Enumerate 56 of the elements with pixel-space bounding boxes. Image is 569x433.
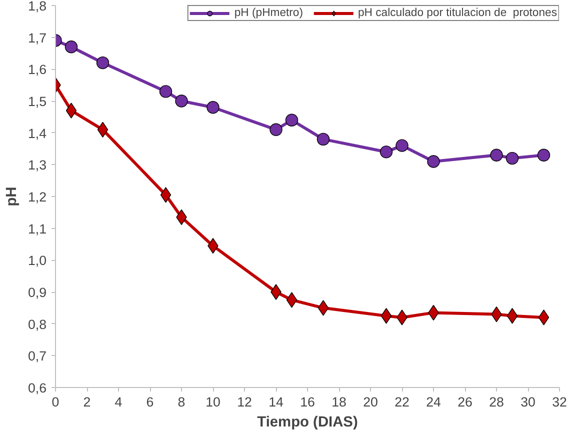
point xyxy=(270,123,282,136)
point xyxy=(175,94,188,108)
x-tick-label: 8 xyxy=(178,394,186,410)
x-tick-label: 32 xyxy=(552,394,567,410)
y-tick-label: 1,2 xyxy=(28,190,47,204)
y-tick-label: 1,8 xyxy=(28,0,47,14)
x-tick-label: 0 xyxy=(52,394,60,410)
point xyxy=(97,122,108,138)
x-tick-label: 22 xyxy=(394,394,410,410)
x-tick-label: 18 xyxy=(332,394,346,410)
point xyxy=(286,292,298,308)
point xyxy=(285,114,298,126)
y-tick-label: 1,7 xyxy=(28,30,47,46)
x-tick-label: 30 xyxy=(520,394,536,410)
point xyxy=(159,85,172,98)
x-tick-label: 20 xyxy=(363,394,378,410)
y-tick-label: 0,8 xyxy=(28,316,47,332)
legend-label: pH (pHmetro) xyxy=(234,7,303,19)
y-tick-label: 1,0 xyxy=(28,253,47,268)
x-tick-label: 26 xyxy=(458,394,472,410)
x-tick-label: 12 xyxy=(237,394,252,410)
y-tick-label: 1,6 xyxy=(28,62,47,78)
point xyxy=(380,146,393,158)
x-tick-label: 4 xyxy=(114,394,123,410)
point xyxy=(506,308,518,324)
point xyxy=(160,187,172,203)
y-tick-label: 0,7 xyxy=(28,348,47,364)
point xyxy=(66,102,77,118)
point xyxy=(96,56,110,70)
x-tick-label: 10 xyxy=(206,394,220,410)
point xyxy=(206,101,220,114)
y-axis-title: pH xyxy=(4,186,20,206)
y-tick-label: 0,6 xyxy=(28,380,47,396)
point xyxy=(64,40,78,54)
point xyxy=(538,310,550,326)
x-tick-label: 14 xyxy=(268,394,284,410)
point xyxy=(316,132,330,146)
x-tick-label: 28 xyxy=(489,394,504,410)
y-tick-label: 1,5 xyxy=(28,94,47,109)
y-tick-label: 1,1 xyxy=(28,221,47,236)
x-tick-label: 2 xyxy=(83,394,91,410)
x-tick-label: 16 xyxy=(300,394,315,410)
x-tick-label: 24 xyxy=(426,394,442,410)
point xyxy=(380,308,392,324)
x-tick-label: 6 xyxy=(146,394,154,410)
y-tick-label: 1,4 xyxy=(28,126,48,141)
point xyxy=(537,148,550,162)
x-axis-title: Tiempo (DIAS) xyxy=(257,414,358,430)
y-tick-label: 0,9 xyxy=(28,285,47,300)
legend-label: pH calculado por titulacion de protones xyxy=(358,7,557,19)
point xyxy=(427,155,440,168)
point xyxy=(490,148,503,162)
point xyxy=(396,139,408,152)
point xyxy=(506,152,519,165)
y-tick-label: 1,3 xyxy=(28,158,47,173)
point xyxy=(318,300,329,316)
